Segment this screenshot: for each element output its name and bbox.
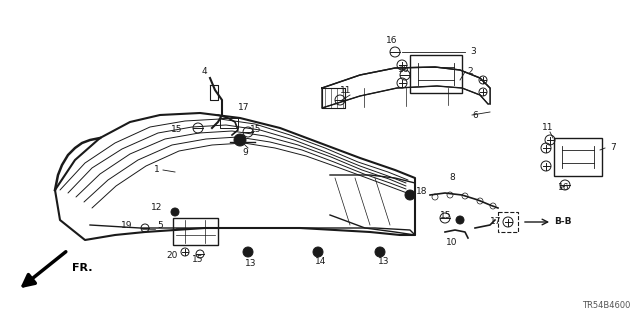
Text: 10: 10: [446, 238, 458, 247]
Text: 16: 16: [558, 183, 570, 192]
Text: 5: 5: [157, 220, 163, 229]
Text: 6: 6: [472, 110, 477, 120]
Text: 14: 14: [315, 257, 326, 266]
Circle shape: [405, 190, 415, 200]
Text: FR.: FR.: [72, 263, 93, 273]
Text: 16: 16: [387, 36, 397, 45]
Text: 15: 15: [192, 256, 204, 264]
Text: TR54B4600: TR54B4600: [582, 301, 630, 310]
Text: 1: 1: [154, 166, 160, 174]
Text: 15: 15: [250, 125, 262, 135]
Circle shape: [171, 208, 179, 216]
Text: 15: 15: [440, 211, 451, 219]
Text: 13: 13: [378, 257, 390, 266]
Text: B-B: B-B: [554, 218, 572, 226]
Circle shape: [313, 247, 323, 257]
Text: 11: 11: [542, 123, 554, 132]
Circle shape: [375, 247, 385, 257]
Text: 17: 17: [238, 103, 250, 113]
Text: 16: 16: [398, 65, 410, 75]
Text: 3: 3: [470, 48, 476, 56]
Circle shape: [456, 216, 464, 224]
Text: 17: 17: [490, 218, 502, 226]
Text: 7: 7: [610, 144, 616, 152]
Text: 8: 8: [449, 173, 455, 182]
Circle shape: [234, 134, 246, 146]
Text: 11: 11: [340, 86, 351, 95]
Text: 13: 13: [245, 259, 257, 269]
Text: 9: 9: [242, 148, 248, 157]
Text: 20: 20: [166, 250, 178, 259]
Text: 2: 2: [467, 68, 473, 77]
Text: 12: 12: [150, 203, 162, 211]
Text: 4: 4: [202, 68, 207, 77]
Circle shape: [243, 247, 253, 257]
Text: 18: 18: [416, 188, 428, 197]
Text: 15: 15: [170, 125, 182, 135]
Text: 19: 19: [120, 221, 132, 231]
